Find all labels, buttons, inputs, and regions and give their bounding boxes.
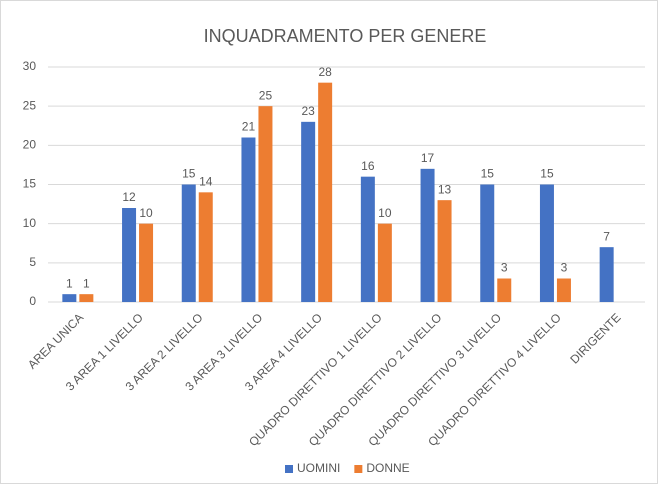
data-label: 28	[318, 65, 332, 79]
data-label: 17	[421, 151, 435, 165]
data-label: 7	[603, 229, 610, 243]
bar	[122, 208, 137, 302]
bar	[318, 82, 333, 303]
bar	[599, 247, 614, 302]
data-label: 1	[83, 276, 90, 290]
data-label: 10	[139, 206, 153, 220]
bar	[181, 184, 196, 302]
y-tick-label: 0	[29, 294, 36, 308]
bar	[198, 192, 213, 302]
data-label: 3	[561, 261, 568, 275]
legend-label: UOMINI	[297, 461, 340, 475]
y-tick-label: 15	[23, 177, 37, 191]
bar	[497, 278, 512, 302]
data-label: 10	[378, 206, 392, 220]
data-label: 3	[501, 261, 508, 275]
y-tick-label: 5	[29, 255, 36, 269]
data-label: 25	[259, 88, 273, 102]
data-label: 1	[66, 276, 73, 290]
bar	[241, 137, 256, 302]
bar	[139, 223, 154, 302]
legend-swatch	[285, 465, 293, 473]
bar	[79, 294, 94, 302]
bar	[420, 168, 435, 302]
data-label: 15	[182, 167, 196, 181]
data-label: 12	[122, 190, 136, 204]
bar	[62, 294, 77, 302]
legend-label: DONNE	[366, 461, 409, 475]
legend-swatch	[354, 465, 363, 473]
bar	[258, 106, 273, 303]
chart-title: INQUADRAMENTO PER GENERE	[204, 26, 487, 46]
bar	[480, 184, 495, 302]
bar	[301, 121, 316, 302]
data-label: 15	[540, 167, 554, 181]
y-tick-label: 30	[23, 59, 37, 73]
y-tick-label: 25	[23, 98, 37, 112]
bar	[556, 278, 571, 302]
data-label: 15	[481, 167, 495, 181]
data-label: 16	[361, 159, 375, 173]
y-tick-label: 10	[23, 216, 37, 230]
bar	[360, 176, 375, 302]
bar	[437, 200, 452, 302]
bar	[377, 223, 392, 302]
y-tick-label: 20	[23, 138, 37, 152]
data-label: 13	[438, 182, 452, 196]
data-label: 21	[242, 120, 256, 134]
bar	[539, 184, 554, 302]
data-label: 23	[301, 104, 315, 118]
data-label: 14	[199, 175, 213, 189]
